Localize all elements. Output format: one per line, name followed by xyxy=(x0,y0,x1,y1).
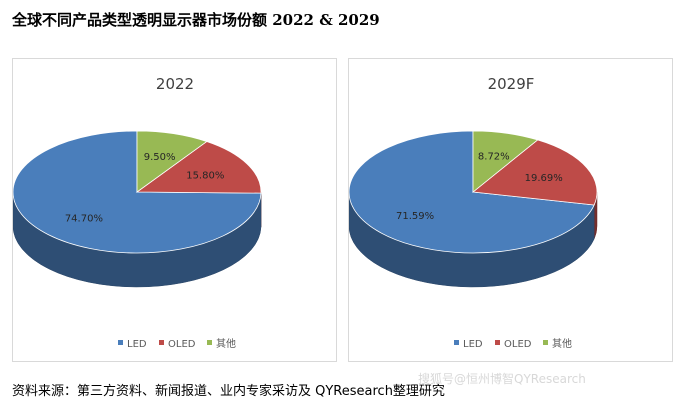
data-label-其他: 8.72% xyxy=(478,152,510,163)
legend-label-其他: 其他 xyxy=(552,337,572,350)
legend-label-其他: 其他 xyxy=(216,337,236,350)
data-label-OLED: 19.69% xyxy=(525,173,563,184)
legend-label-OLED: OLED xyxy=(504,339,532,350)
pie-slice-LED xyxy=(349,130,595,254)
chart-title: 2029F xyxy=(488,75,535,93)
legend-label-LED: LED xyxy=(463,339,483,350)
legend-swatch-LED xyxy=(118,340,123,345)
pie-chart-svg: 2022 74.70% 15.80% 9.50% LED OLED 其他 xyxy=(13,75,262,350)
watermark: 搜狐号@恒州博智QYResearch xyxy=(418,372,586,386)
pie-slice-其他 xyxy=(472,130,539,193)
pie-slice-OLED xyxy=(471,139,598,206)
data-label-LED: 74.70% xyxy=(65,214,103,225)
page-title: 全球不同产品类型透明显示器市场份额 2022 & 2029 xyxy=(12,11,380,29)
pie-chart-2029f: 2029F 71.59% 19.69% 8.72% LED OLED 其他 xyxy=(348,58,673,362)
pie-slice-OLED xyxy=(135,141,262,194)
chart-title: 2022 xyxy=(156,75,194,93)
pie-slice-其他 xyxy=(136,130,208,193)
legend-label-LED: LED xyxy=(127,339,147,350)
data-label-其他: 9.50% xyxy=(144,152,176,163)
data-label-OLED: 15.80% xyxy=(186,171,224,182)
data-label-LED: 71.59% xyxy=(396,211,434,222)
legend-swatch-其他 xyxy=(207,340,212,345)
pie-chart-2022: 2022 74.70% 15.80% 9.50% LED OLED 其他 xyxy=(12,58,337,362)
legend-swatch-OLED xyxy=(495,340,500,345)
legend-label-OLED: OLED xyxy=(168,339,196,350)
pie-chart-svg: 2029F 71.59% 19.69% 8.72% LED OLED 其他 xyxy=(349,75,598,350)
legend-swatch-其他 xyxy=(543,340,548,345)
legend-swatch-LED xyxy=(454,340,459,345)
source-note: 资料来源：第三方资料、新闻报道、业内专家采访及 QYResearch整理研究 xyxy=(12,384,445,399)
legend-swatch-OLED xyxy=(159,340,164,345)
